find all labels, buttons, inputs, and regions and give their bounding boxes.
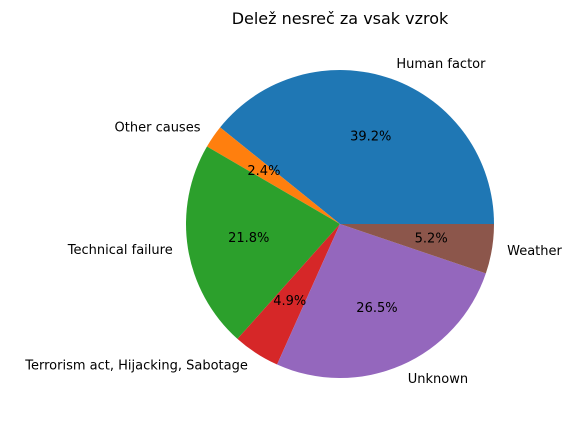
pie-slice-unknown [277,224,486,378]
slice-percentage-label: 39.2% [350,129,391,144]
pie-labels: Human factor 39.2% Other causes 2.4% Technic… [24,57,562,387]
pie-slice-terrorism-act-hijacking-sabotage [237,224,340,365]
pie-slice-technical-failure [186,146,340,339]
pie-slice-human-factor [220,70,494,224]
slice-label: Weather [507,244,562,259]
slice-label: Unknown [408,372,468,387]
slice-label: Human factor [396,57,486,72]
slice-label: Terrorism act, Hijacking, Sabotage [24,359,248,374]
slice-percentage-label: 21.8% [228,231,269,246]
slice-percentage-label: 4.9% [273,294,306,309]
chart-title: Delež nesreč za vsak vzrok [232,9,449,28]
pie-slices [186,70,494,378]
pie-slice-other-causes [206,127,340,224]
slice-percentage-label: 26.5% [356,301,397,316]
slice-label: Technical failure [67,243,173,258]
slice-percentage-label: 5.2% [415,232,448,247]
slice-label: Other causes [115,120,201,135]
pie-slice-weather [340,224,494,274]
slice-percentage-label: 2.4% [247,164,280,179]
